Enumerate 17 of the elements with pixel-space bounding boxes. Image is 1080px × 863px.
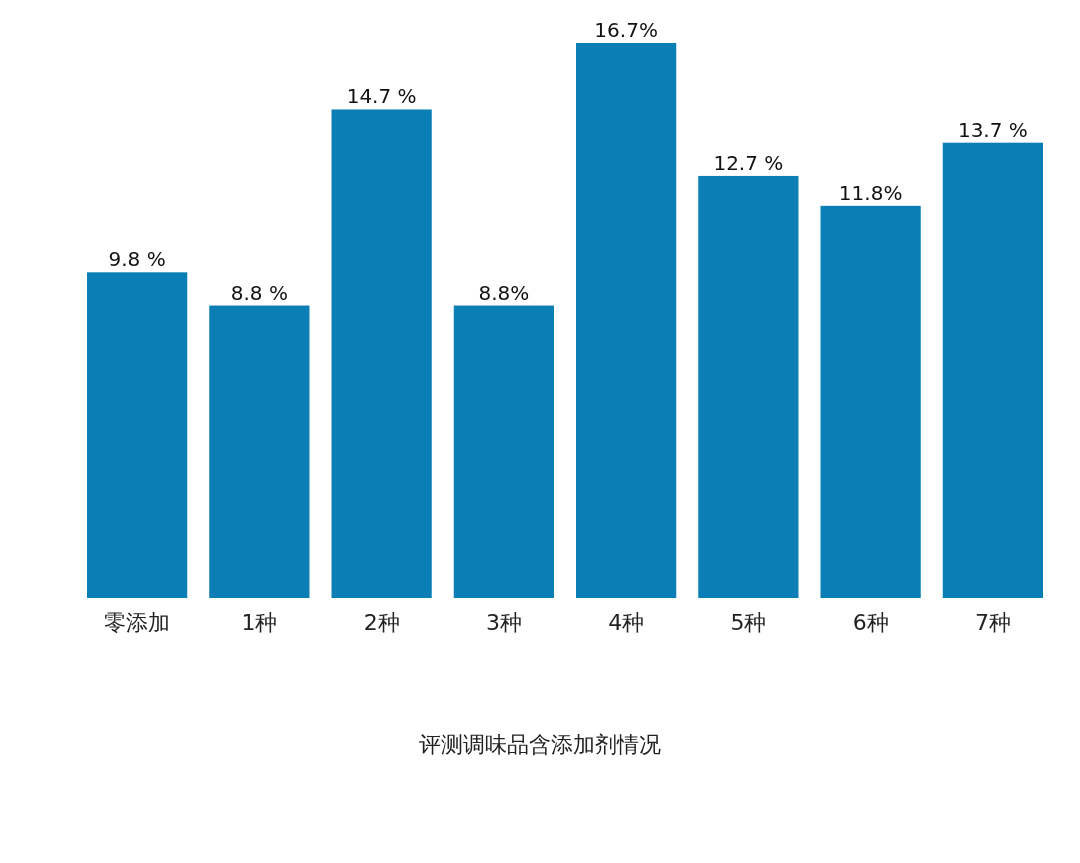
x-tick-label: 零添加 [104, 610, 171, 635]
x-tick-label: 4种 [608, 610, 645, 635]
x-tick-label: 3种 [485, 610, 522, 635]
x-tick-label: 1种 [241, 610, 278, 635]
x-tick-label: 2种 [363, 610, 400, 635]
text: 评测调味品含添加剂情况 [419, 732, 661, 757]
data-label: 13.7 % [957, 117, 1028, 142]
data-label: 11.8% [838, 180, 903, 205]
data-label: 8.8 % [230, 280, 288, 305]
x-tick-label: 5种 [730, 610, 767, 635]
data-label: 14.7 % [346, 84, 417, 109]
data-label: 8.8% [478, 280, 530, 305]
x-tick-label: 6种 [852, 610, 889, 635]
x-tick-label: 7种 [974, 610, 1011, 635]
data-label: 12.7 % [713, 150, 784, 175]
data-label: 16.7% [594, 18, 658, 42]
data-label: 9.8 % [108, 247, 166, 272]
